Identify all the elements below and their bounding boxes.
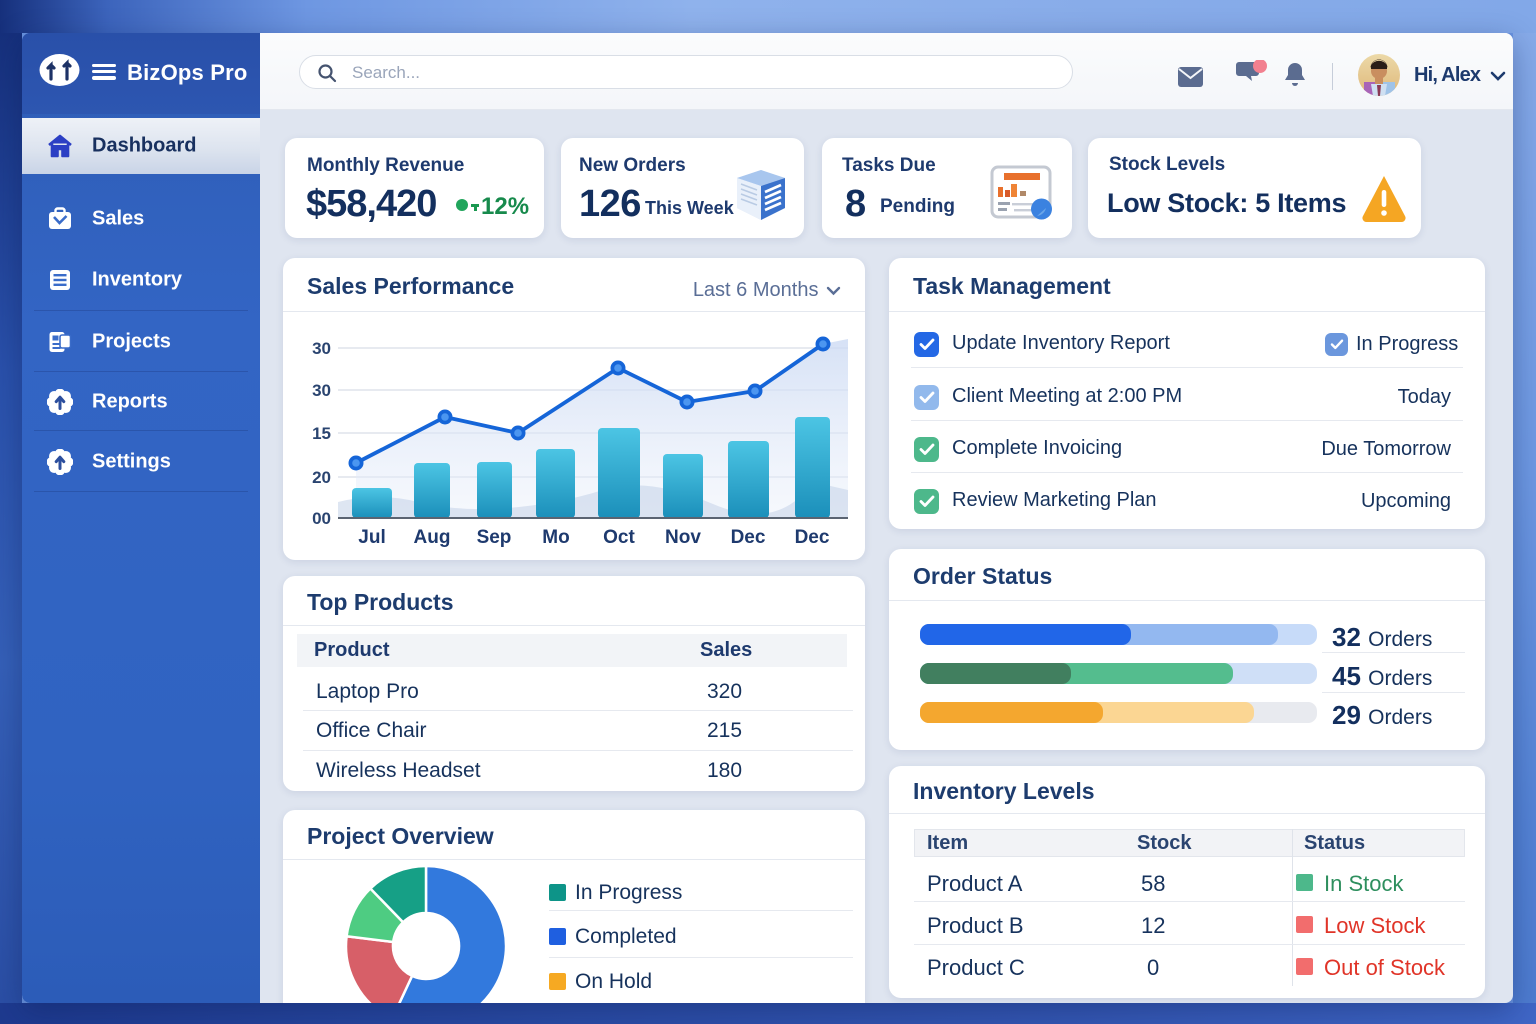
svg-text:Sep: Sep xyxy=(477,527,512,548)
svg-text:Dec: Dec xyxy=(795,527,830,548)
svg-text:15: 15 xyxy=(312,424,331,443)
svg-text:30: 30 xyxy=(312,381,331,400)
svg-text:Nov: Nov xyxy=(665,527,701,548)
svg-text:Aug: Aug xyxy=(414,527,451,548)
svg-text:Oct: Oct xyxy=(603,527,635,548)
svg-text:20: 20 xyxy=(312,468,331,487)
svg-text:00: 00 xyxy=(312,509,331,528)
svg-text:Jul: Jul xyxy=(358,527,385,548)
svg-text:Mo: Mo xyxy=(542,527,569,548)
svg-text:Dec: Dec xyxy=(731,527,766,548)
svg-text:30: 30 xyxy=(312,339,331,358)
